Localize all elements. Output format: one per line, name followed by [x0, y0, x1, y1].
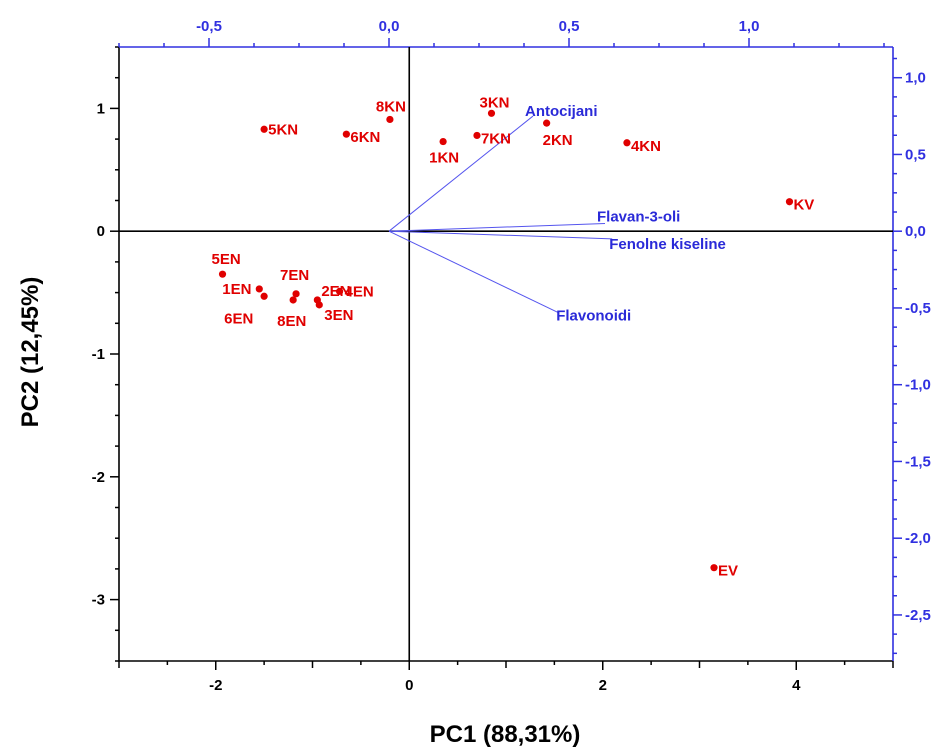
- score-label: 2KN: [543, 132, 573, 149]
- y-tick-label: -2: [92, 469, 105, 486]
- score-point: [386, 115, 394, 124]
- right-tick-label: -1,5: [905, 453, 931, 470]
- score-point: [342, 130, 350, 138]
- score-point: [543, 119, 551, 127]
- score-label: KV: [793, 197, 814, 214]
- x-tick-label: -2: [209, 677, 222, 694]
- right-tick-label: -0,5: [905, 300, 931, 317]
- score-label: 5KN: [268, 121, 298, 138]
- score-label: 2EN: [321, 283, 350, 300]
- top-tick-label: 1,0: [739, 18, 760, 35]
- y-tick-label: -1: [92, 346, 105, 363]
- y-tick-label: 1: [97, 100, 105, 117]
- scores-group: 5KN 6KN 8KN 3KN 7KN 1KN 2KN 4KN KV 5EN 1EN 6EN 7EN 8E…: [212, 94, 815, 579]
- x-tick-label: 2: [599, 677, 607, 694]
- score-label: 4KN: [631, 138, 661, 155]
- loading-vector: [388, 230, 613, 240]
- x-tick-label: 0: [405, 677, 413, 694]
- loading-vector: [388, 230, 559, 314]
- score-label: 1KN: [429, 150, 459, 167]
- top-tick-label: -0,5: [196, 18, 222, 35]
- score-point: [315, 301, 323, 309]
- right-tick-label: -2,5: [905, 607, 931, 624]
- x-axis-title: PC1 (88,31%): [430, 721, 581, 748]
- y-axis-title: PC2 (12,45%): [17, 277, 44, 428]
- score-point: [710, 564, 718, 572]
- score-point: [487, 109, 496, 117]
- axes-group: -2 0 2 4 1 0 -1 -2 -3 -0,5 0,0 0,5 1,0 1,0 0,5 0,0 -0,5 -…: [92, 18, 931, 694]
- score-label: 7KN: [481, 130, 511, 147]
- score-label: 3KN: [479, 94, 509, 111]
- loading-label: Flavonoidi: [556, 308, 631, 325]
- score-point: [473, 131, 481, 140]
- score-label: 6KN: [350, 129, 380, 146]
- score-point: [785, 198, 794, 206]
- right-tick-label: -1,0: [905, 377, 931, 394]
- loadings-group: Antocijani Flavan-3-oli Fenolne kiseline Fl…: [388, 103, 726, 325]
- score-point: [218, 270, 227, 278]
- y-tick-label: 0: [97, 223, 105, 240]
- score-point: [335, 287, 344, 295]
- score-point: [255, 285, 263, 293]
- score-label: 4EN: [345, 283, 374, 300]
- loading-vector: [388, 115, 534, 232]
- score-point: [623, 139, 631, 147]
- score-label: 7EN: [280, 267, 309, 284]
- score-label: 3EN: [324, 307, 353, 324]
- score-label: 1EN: [222, 281, 251, 298]
- right-tick-label: 0,0: [905, 223, 926, 240]
- score-label: 5EN: [212, 251, 241, 268]
- loading-vector: [388, 223, 606, 232]
- score-point: [260, 292, 268, 300]
- right-tick-label: 0,5: [905, 146, 926, 163]
- score-label: 6EN: [224, 310, 253, 327]
- score-point: [260, 125, 268, 133]
- score-point: [292, 290, 300, 298]
- x-tick-label: 4: [792, 677, 801, 694]
- right-tick-label: 1,0: [905, 70, 926, 87]
- score-label: EV: [718, 563, 738, 580]
- top-tick-label: 0,0: [379, 18, 400, 35]
- top-tick-label: 0,5: [559, 18, 580, 35]
- score-label: 8KN: [376, 98, 406, 115]
- loading-label: Fenolne kiseline: [609, 236, 726, 253]
- right-tick-label: -2,0: [905, 530, 931, 547]
- score-point: [289, 296, 297, 304]
- score-label: 8EN: [277, 313, 306, 330]
- score-point: [439, 137, 447, 146]
- y-tick-label: -3: [92, 592, 105, 609]
- loading-label: Flavan-3-oli: [597, 209, 680, 226]
- loading-label: Antocijani: [525, 103, 598, 120]
